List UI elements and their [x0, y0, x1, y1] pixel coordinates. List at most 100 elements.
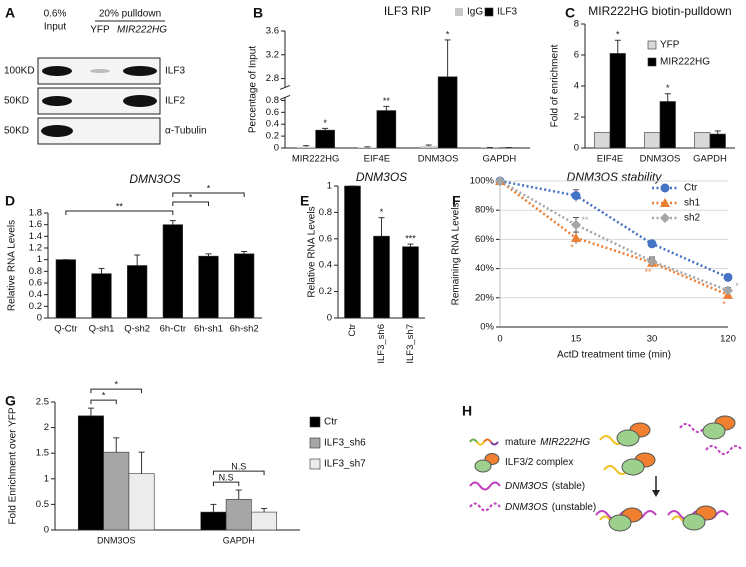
- error-bar: [407, 243, 414, 247]
- protein-label: α-Tubulin: [165, 126, 207, 137]
- error-bar: [169, 220, 176, 225]
- point: [723, 285, 733, 296]
- bar: [357, 147, 377, 148]
- error-bar: [138, 451, 145, 474]
- legend-label: ILF3_sh6: [324, 438, 366, 449]
- legend-entry: DNM3OS (unstable): [505, 502, 596, 513]
- panel-letter: C: [565, 5, 575, 21]
- y-tick-label: 8: [574, 19, 579, 30]
- blot-band: [42, 96, 72, 106]
- x-tick-label: 30: [647, 334, 658, 345]
- y-axis-label: Remaining RNA Levels: [451, 203, 462, 306]
- bar: [402, 246, 419, 319]
- significance-label: *: [446, 29, 450, 39]
- significance-label: *: [666, 83, 670, 93]
- point: [495, 176, 505, 186]
- point: [647, 256, 657, 267]
- y-tick-label: 1: [327, 181, 332, 192]
- bar: [200, 511, 227, 531]
- chart-title: DNM3OS: [356, 170, 407, 184]
- bar: [127, 265, 148, 319]
- y-axis-label: Relative RNA Levels: [7, 220, 18, 311]
- x-tick-label: 6h-sh1: [194, 324, 223, 335]
- error-bar: [134, 254, 141, 266]
- x-tick-label: Q-sh1: [89, 324, 115, 335]
- x-tick-label: DNM3OS: [418, 154, 459, 165]
- legend-text-part: (unstable): [552, 502, 596, 513]
- bar: [373, 235, 390, 319]
- legend-swatch: [647, 40, 657, 50]
- significance-label: **: [383, 96, 391, 106]
- bar: [659, 101, 676, 149]
- ilf2-icon: [474, 459, 492, 473]
- y-tick-label: 0: [327, 313, 332, 324]
- y-tick-label: 0.8: [266, 95, 279, 106]
- legend-label: sh2: [684, 213, 701, 224]
- x-tick-label: 0: [497, 334, 502, 345]
- x-tick-label: ILF3_sh7: [405, 324, 416, 364]
- y-tick-label: 4: [574, 81, 579, 92]
- y-axis-label: Percentage of Input: [248, 46, 259, 134]
- error-bar: [235, 489, 242, 500]
- significance-label: **: [581, 215, 589, 225]
- significance-label: ***: [405, 233, 416, 243]
- x-tick-label: DNM3OS: [97, 535, 136, 545]
- significance-label: *: [102, 391, 106, 401]
- x-tick-label: GAPDH: [223, 535, 255, 545]
- blot-band: [41, 125, 73, 137]
- model-diagram: [595, 415, 743, 532]
- panel-letter: H: [462, 403, 472, 419]
- y-tick-label: 0.4: [266, 119, 279, 130]
- y-tick-label: 1: [44, 473, 49, 484]
- bar: [694, 132, 711, 149]
- marker-label: 100KD: [4, 66, 35, 77]
- lane-header: 20% pulldown: [99, 9, 161, 20]
- y-tick-label: 2: [44, 422, 49, 433]
- x-tick-label: Ctr: [347, 324, 358, 337]
- x-axis-label: ActD treatment time (min): [557, 350, 671, 361]
- bar: [609, 53, 626, 149]
- lane-label: MIR222HG: [117, 25, 167, 36]
- point: [723, 272, 733, 282]
- y-tick-label: 0: [37, 313, 42, 324]
- y-tick-label: 0: [574, 143, 579, 154]
- blot-band: [123, 66, 157, 76]
- protein-label: ILF3: [165, 66, 185, 77]
- y-tick-label: 0.8: [29, 266, 42, 277]
- series-line: [499, 179, 729, 279]
- bar: [225, 498, 252, 531]
- y-tick-label: 3.2: [266, 49, 279, 60]
- x-tick-label: 15: [571, 334, 582, 345]
- marker-label: 50KD: [4, 126, 29, 137]
- significance-label: *: [735, 281, 739, 291]
- series-line: [499, 179, 729, 297]
- error-bar: [425, 144, 432, 147]
- error-bar: [113, 437, 120, 453]
- legend-entry: ILF3/2 complex: [505, 457, 573, 468]
- bar: [344, 185, 361, 319]
- y-tick-label: 80%: [475, 205, 495, 216]
- error-bar: [322, 127, 329, 131]
- error-bar: [364, 146, 371, 148]
- y-tick-label: 1.2: [29, 243, 42, 254]
- significance-bracket: [172, 192, 245, 197]
- y-tick-label: 2.5: [36, 397, 49, 408]
- panel-a: A 0.6% Input 20% pulldown YFP MIR222HG 1…: [4, 5, 207, 145]
- y-tick-label: 60%: [475, 234, 495, 245]
- error-bar: [714, 130, 721, 135]
- y-tick-label: 0.2: [266, 131, 279, 142]
- x-tick-label: EIF4E: [597, 154, 623, 165]
- panel-letter: D: [5, 193, 15, 209]
- protein-label: ILF2: [165, 96, 185, 107]
- significance-bracket: [90, 388, 143, 394]
- bar: [77, 415, 104, 531]
- legend-label: ILF3: [497, 7, 517, 18]
- point: [660, 183, 670, 193]
- blot-band: [123, 95, 157, 107]
- y-tick-label: 0.4: [29, 289, 42, 300]
- legend-swatch: [455, 8, 463, 16]
- error-bar: [205, 253, 212, 257]
- bar: [198, 255, 219, 319]
- y-tick-label: 0.2: [29, 301, 42, 312]
